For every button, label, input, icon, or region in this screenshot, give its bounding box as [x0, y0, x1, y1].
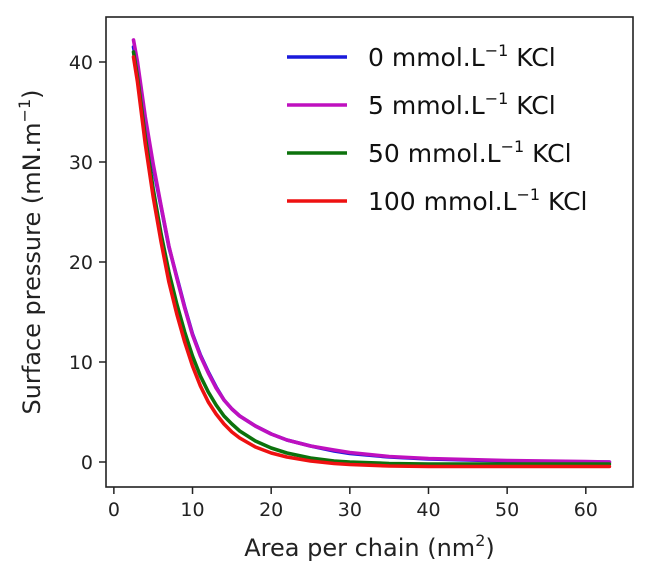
- legend-label-post: KCl: [508, 91, 555, 120]
- x-axis-label-tail: ): [485, 534, 494, 562]
- legend-label-pre: 0 mmol.L: [368, 43, 485, 72]
- series-line-1: [131, 38, 612, 464]
- y-tick-label: 0: [81, 452, 93, 474]
- y-axis-label-main: Surface pressure (mN.m: [18, 122, 46, 414]
- y-tick-label: 10: [69, 352, 93, 374]
- plot-lines: [131, 38, 612, 469]
- x-tick-label: 60: [574, 499, 598, 521]
- legend-label-3: 100 mmol.L−1 KCl: [368, 185, 587, 216]
- x-axis-label-main: Area per chain (nm: [244, 534, 475, 562]
- x-tick-label: 0: [108, 499, 120, 521]
- x-tick-label: 50: [495, 499, 519, 521]
- x-tick-label: 10: [180, 499, 204, 521]
- legend-label-sup: −1: [485, 89, 509, 108]
- x-tick-label: 30: [338, 499, 362, 521]
- legend-label-pre: 50 mmol.L: [368, 139, 501, 168]
- y-tick-label: 40: [69, 52, 93, 74]
- y-axis-label: Surface pressure (mN.m−1): [15, 89, 46, 414]
- y-tick-label: 30: [69, 152, 93, 174]
- ticks: 0 10 20 30 40 50 60 0 10 20 30 40: [69, 52, 598, 521]
- y-axis-label-tail: ): [18, 89, 46, 98]
- legend-label-1: 5 mmol.L−1 KCl: [368, 89, 556, 120]
- x-axis-label: Area per chain (nm2): [244, 531, 495, 562]
- x-axis-label-sup: 2: [475, 531, 485, 550]
- y-axis-label-sup: −1: [15, 99, 34, 123]
- legend-label-post: KCl: [540, 187, 587, 216]
- legend-label-sup: −1: [517, 185, 541, 204]
- legend-label-pre: 100 mmol.L: [368, 187, 517, 216]
- legend-label-2: 50 mmol.L−1 KCl: [368, 137, 572, 168]
- plot-frame: [105, 16, 634, 488]
- y-tick-label: 20: [69, 252, 93, 274]
- legend-label-sup: −1: [485, 41, 509, 60]
- legend-label-post: KCl: [524, 139, 571, 168]
- legend-label-pre: 5 mmol.L: [368, 91, 485, 120]
- legend-label-sup: −1: [501, 137, 525, 156]
- x-tick-label: 20: [259, 499, 283, 521]
- x-tick-label: 40: [416, 499, 440, 521]
- legend-label-post: KCl: [508, 43, 555, 72]
- legend-label-0: 0 mmol.L−1 KCl: [368, 41, 556, 72]
- series-line-3: [131, 55, 612, 469]
